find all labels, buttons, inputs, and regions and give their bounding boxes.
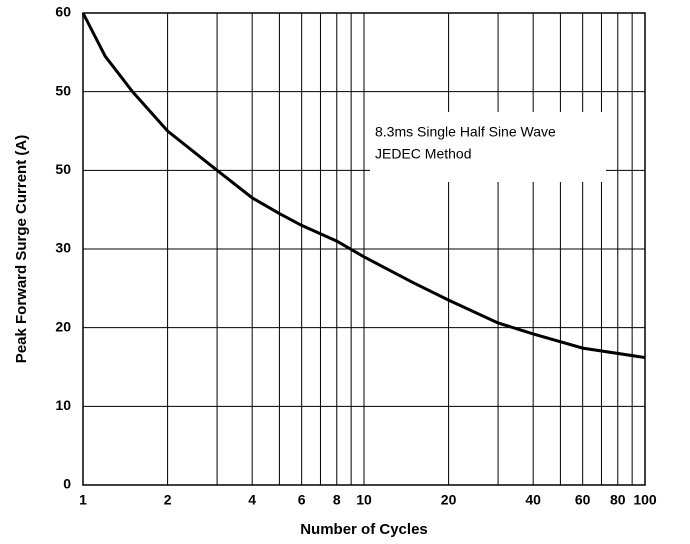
data-line [81,12,646,360]
x-tick-label: 40 [525,492,541,508]
y-tick-label: 50 [55,82,71,98]
annotation: 8.3ms Single Half Sine Wave [375,124,556,140]
x-tick-label: 8 [333,492,341,508]
x-tick-label: 2 [164,492,172,508]
x-axis-title: Number of Cycles [300,521,428,538]
y-tick-label: 20 [55,318,71,334]
x-tick-label: 10 [356,492,372,508]
plot-frame [82,12,646,486]
x-tick-label: 4 [248,492,256,508]
y-axis-title: Peak Forward Surge Current (A) [13,135,30,363]
y-tick-label: 50 [55,161,71,177]
x-tick-label: 80 [610,492,626,508]
y-tick-label: 0 [63,476,71,492]
y-tick-label: 30 [55,240,71,256]
x-tick-label: 1 [79,492,87,508]
x-tick-label: 6 [298,492,306,508]
x-tick-label: 100 [633,492,657,508]
y-tick-label: 60 [55,4,71,20]
y-tick-label: 10 [55,397,71,413]
annotation-box [370,112,606,182]
x-tick-label: 60 [575,492,591,508]
annotation: JEDEC Method [375,146,471,162]
x-tick-label: 20 [441,492,457,508]
